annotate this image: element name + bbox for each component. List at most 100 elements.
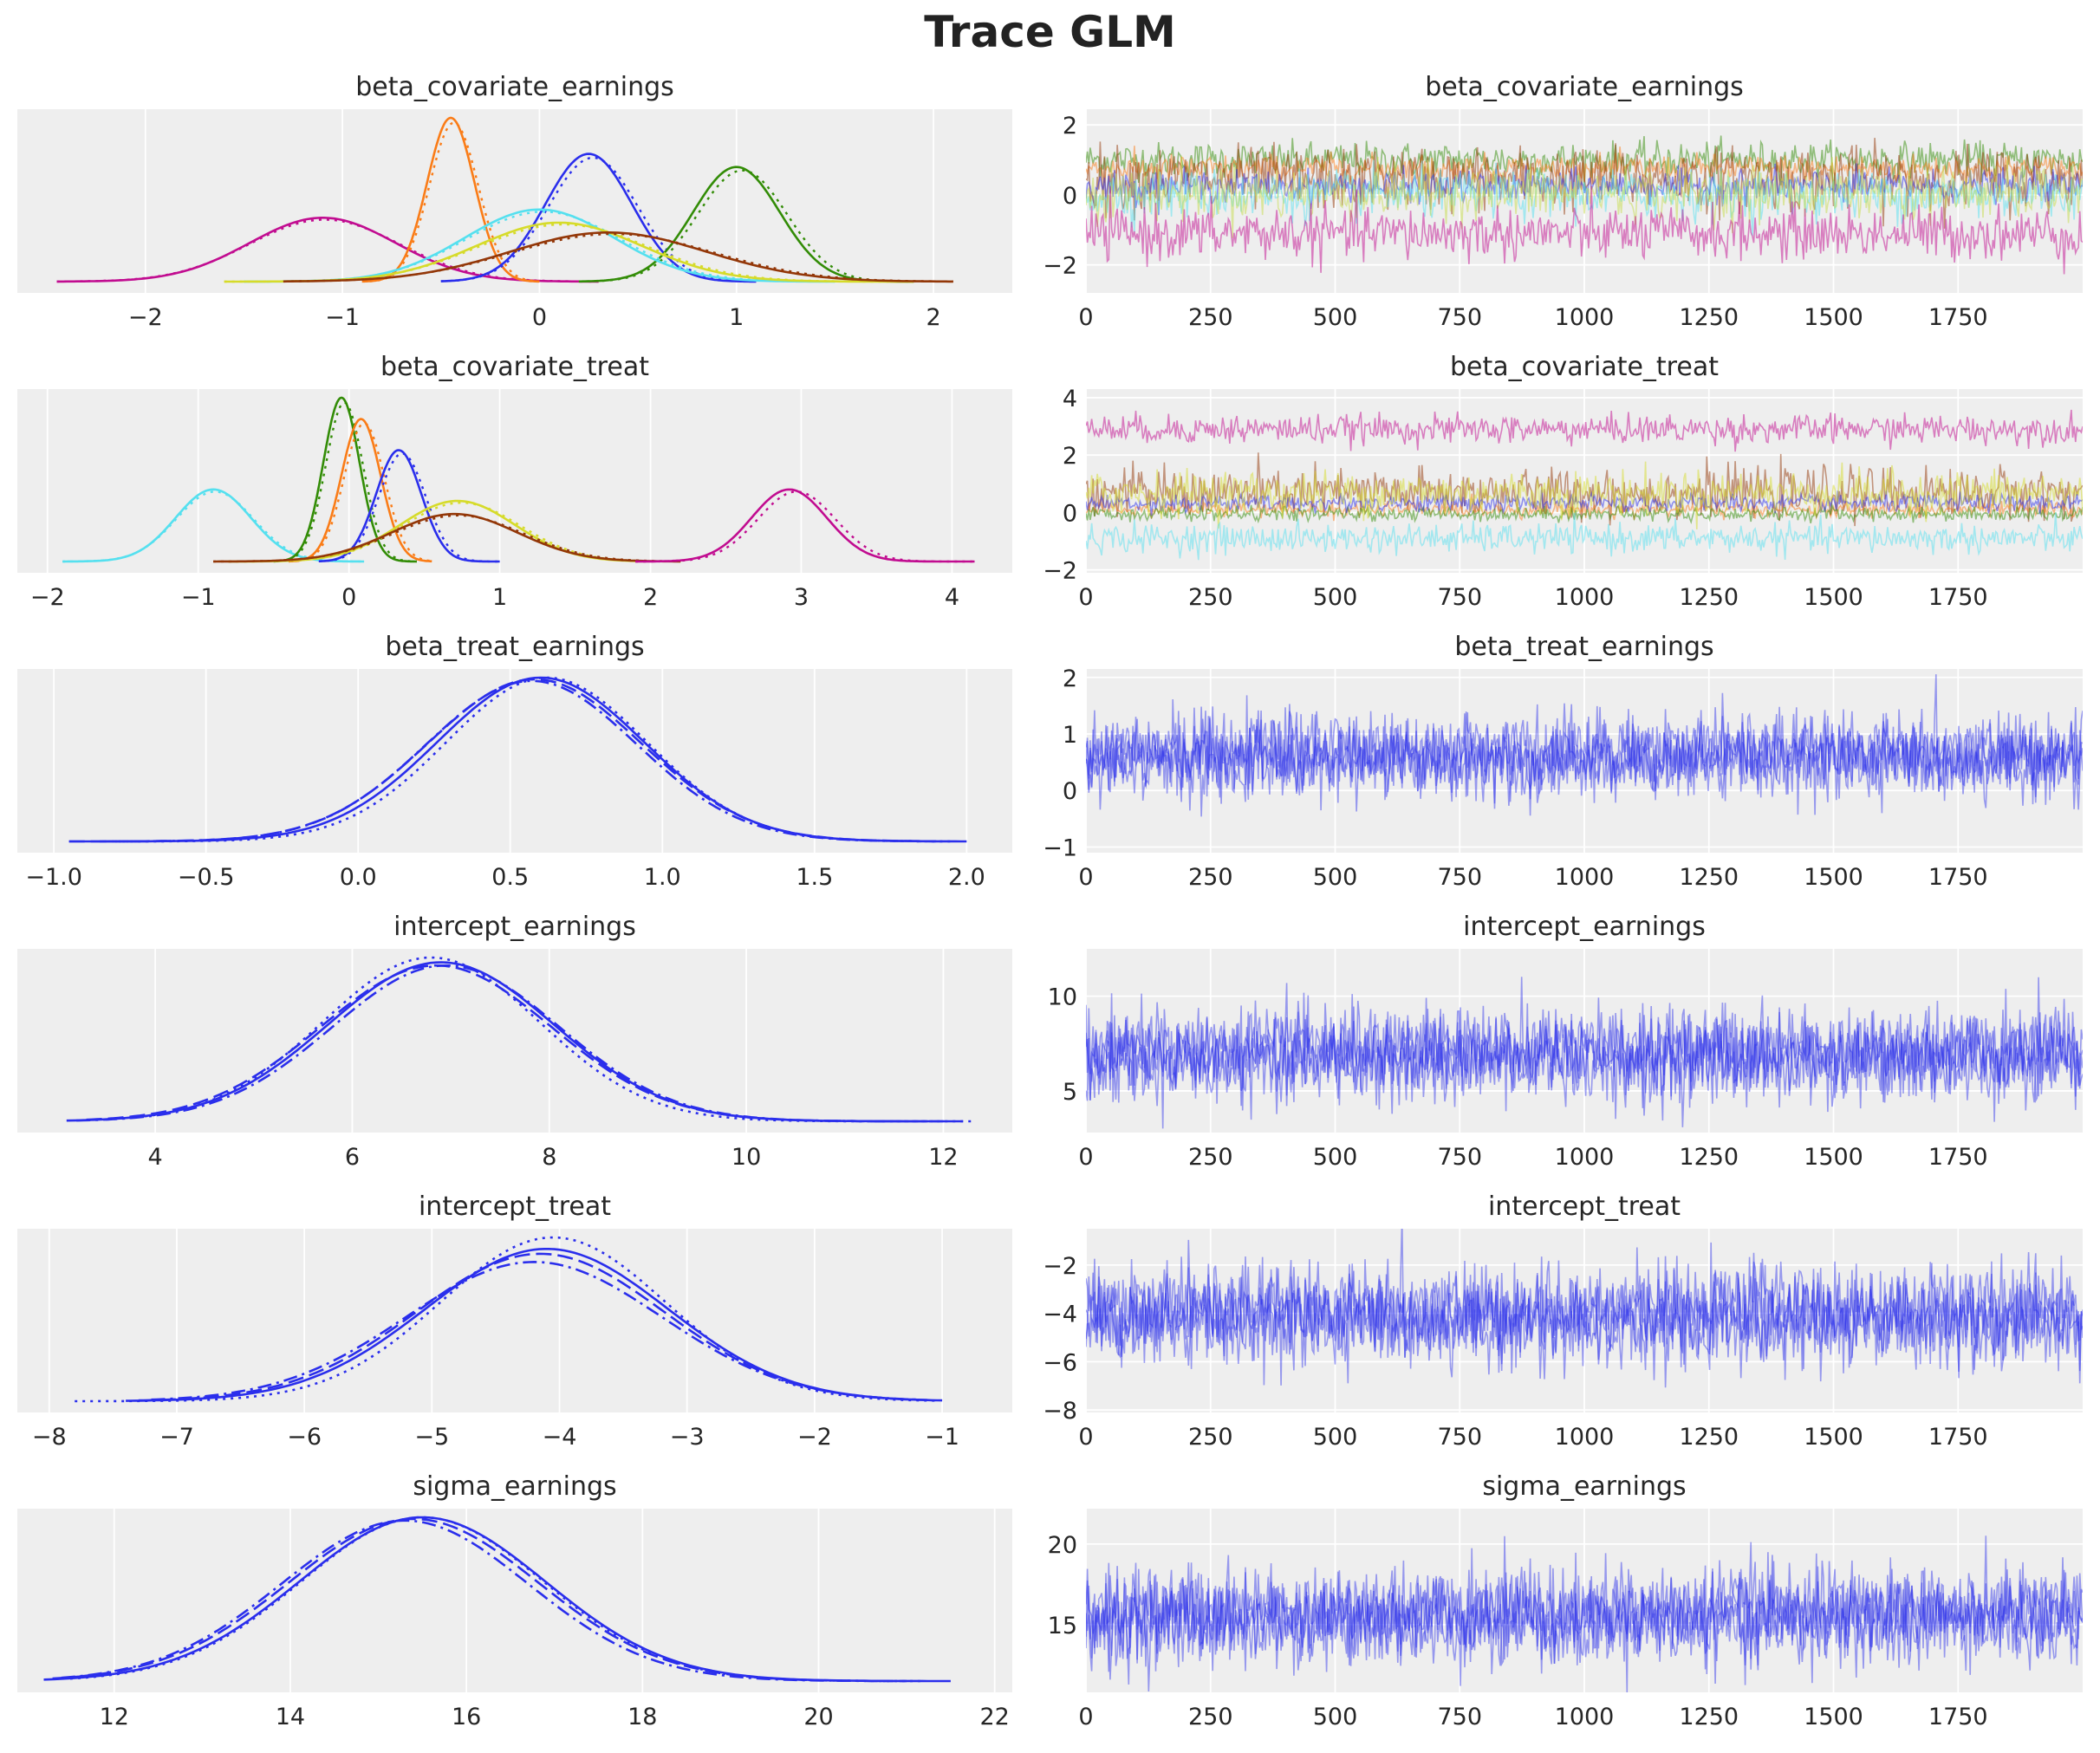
trace-x-tick-label: 0: [1078, 584, 1093, 611]
kde-plot-area: [17, 1509, 1012, 1692]
trace-x-tick-label: 1000: [1555, 1424, 1615, 1451]
kde-x-tick-label: −0.5: [178, 864, 235, 891]
kde-x-tick-label: 12: [928, 1144, 958, 1171]
kde-x-tick-label: 4: [148, 1144, 163, 1171]
kde-plot-area: [17, 1229, 1012, 1412]
trace-x-tick-label: 250: [1188, 1144, 1233, 1171]
kde-panel-title: beta_covariate_earnings: [355, 72, 674, 102]
trace-y-tick-label: −1: [1043, 834, 1077, 861]
trace-x-tick-label: 750: [1437, 584, 1482, 611]
kde-x-tick-label: 1: [492, 584, 507, 611]
trace-line-blue-3: [1086, 704, 2083, 811]
kde-curve-chain-yellow: [224, 223, 914, 283]
trace-x-tick-label: 1000: [1555, 1704, 1615, 1730]
kde-curve-blue-2: [69, 1516, 925, 1683]
kde-curve-chain-green: [578, 169, 914, 283]
kde-x-tick-label: 20: [803, 1704, 833, 1730]
trace-x-tick-label: 750: [1437, 304, 1482, 331]
trace-x-tick-label: 1750: [1928, 1144, 1988, 1171]
trace-y-tick-label: 2: [1063, 443, 1077, 470]
trace-x-tick-label: 1750: [1928, 1424, 1988, 1451]
row-beta_treat_earnings: −1.0 −0.5 0.0 0.5 1.0 1.5 2.0 beta_treat_earnin…: [17, 632, 2083, 891]
trace-panel-beta_covariate_treat: 0 250 500 750 1000 1250 1500 1750−2024beta_cova…: [1043, 352, 2083, 611]
kde-x-tick-label: −2: [30, 584, 65, 611]
kde-x-tick-label: 0.0: [340, 864, 377, 891]
trace-y-tick-label: 0: [1063, 183, 1077, 210]
trace-y-tick-label: 10: [1048, 984, 1077, 1011]
trace-x-tick-label: 0: [1078, 1144, 1093, 1171]
row-beta_covariate_earnings: −2 −1 0 1 2 beta_covariate_earnings 0 250 500 750…: [17, 72, 2083, 331]
row-intercept_earnings: 4 6 8 10 12 intercept_earnings 0 250 500 750 1000 1…: [17, 912, 2083, 1171]
kde-panel-intercept_treat: −8 −7 −6 −5 −4 −3 −2 −1 intercept_treat: [17, 1191, 1012, 1451]
kde-x-tick-label: 16: [452, 1704, 481, 1730]
trace-y-tick-label: 5: [1063, 1079, 1077, 1106]
trace-x-tick-label: 1250: [1679, 864, 1739, 891]
kde-x-tick-label: 1.5: [796, 864, 833, 891]
trace-line-blue-2: [1086, 1229, 2083, 1386]
trace-line-cyan-6: [1086, 512, 2083, 561]
trace-x-tick-label: 0: [1078, 1704, 1093, 1730]
trace-y-tick-label: 1: [1063, 722, 1077, 749]
trace-panel-beta_covariate_earnings: 0 250 500 750 1000 1250 1500 1750−202beta_covar…: [1043, 72, 2083, 331]
kde-x-tick-label: 1.0: [644, 864, 681, 891]
trace-x-tick-label: 1250: [1679, 1424, 1739, 1451]
trace-x-tick-label: 1000: [1555, 864, 1615, 891]
kde-curve-orange-2: [289, 418, 432, 563]
trace-x-tick-label: 0: [1078, 864, 1093, 891]
kde-curve-brown-5: [213, 512, 681, 563]
kde-x-tick-label: 18: [627, 1704, 657, 1730]
kde-curve-blue-1: [86, 964, 944, 1123]
trace-x-tick-label: 1000: [1555, 584, 1615, 611]
kde-x-tick-label: 12: [100, 1704, 129, 1730]
trace-x-tick-label: 1000: [1555, 304, 1615, 331]
trace-x-tick-label: 1500: [1804, 1424, 1863, 1451]
kde-x-tick-label: −8: [32, 1424, 67, 1451]
kde-curve-chain-magenta: [56, 218, 599, 283]
trace-line-blue-0: [1086, 989, 2083, 1120]
trace-line-magenta-6: [1086, 185, 2083, 275]
kde-x-tick-label: −1: [325, 304, 360, 331]
kde-curve-magenta-0: [56, 217, 599, 283]
kde-x-tick-label: −1: [925, 1424, 959, 1451]
trace-x-tick-label: 500: [1313, 1704, 1358, 1730]
kde-curve-blue-2: [440, 153, 757, 283]
trace-line-blue-0: [1086, 1253, 2083, 1388]
kde-x-tick-label: −1: [181, 584, 216, 611]
kde-curve-chain-orange: [361, 121, 540, 282]
trace-line-blue-2: [1086, 1535, 2083, 1685]
trace-panel-title: intercept_earnings: [1463, 912, 1706, 942]
trace-line-green-3: [1086, 503, 2083, 524]
trace-y-tick-label: −6: [1043, 1349, 1077, 1376]
kde-x-tick-label: 8: [542, 1144, 556, 1171]
trace-x-tick-label: 750: [1437, 1144, 1482, 1171]
kde-curve-blue-3: [76, 964, 934, 1123]
trace-x-tick-label: 500: [1313, 864, 1358, 891]
trace-line-brown-1: [1086, 452, 2083, 527]
trace-panel-title: beta_covariate_treat: [1450, 352, 1719, 382]
trace-x-tick-label: 1250: [1679, 304, 1739, 331]
kde-plot-area: [17, 669, 1012, 853]
trace-x-tick-label: 250: [1188, 1704, 1233, 1730]
kde-curve-chain-orange: [288, 422, 432, 563]
figure-title: Trace GLM: [924, 7, 1176, 57]
trace-line-blue-1: [1086, 992, 2083, 1127]
trace-line-blue-0: [1086, 1548, 2083, 1675]
trace-x-tick-label: 1500: [1804, 1144, 1863, 1171]
kde-x-tick-label: 0: [532, 304, 547, 331]
trace-y-tick-label: −2: [1043, 1253, 1077, 1280]
trace-x-tick-label: 0: [1078, 304, 1093, 331]
trace-line-yellowgreen-5: [1086, 155, 2083, 238]
kde-x-tick-label: 14: [276, 1704, 305, 1730]
trace-x-tick-label: 750: [1437, 1704, 1482, 1730]
trace-panel-title: sigma_earnings: [1482, 1471, 1686, 1502]
kde-x-tick-label: −2: [797, 1424, 832, 1451]
kde-curve-green-1: [273, 396, 417, 563]
kde-x-tick-label: −2: [128, 304, 163, 331]
kde-x-tick-label: −4: [543, 1424, 577, 1451]
kde-curve-chain-brown: [283, 232, 953, 282]
trace-x-tick-label: 1500: [1804, 584, 1863, 611]
row-sigma_earnings: 12 14 16 18 20 22 sigma_earnings 0 250 500 750 1000…: [17, 1471, 2083, 1730]
trace-line-blue-1: [1086, 1552, 2083, 1692]
kde-curve-chain-magenta: [635, 490, 975, 563]
